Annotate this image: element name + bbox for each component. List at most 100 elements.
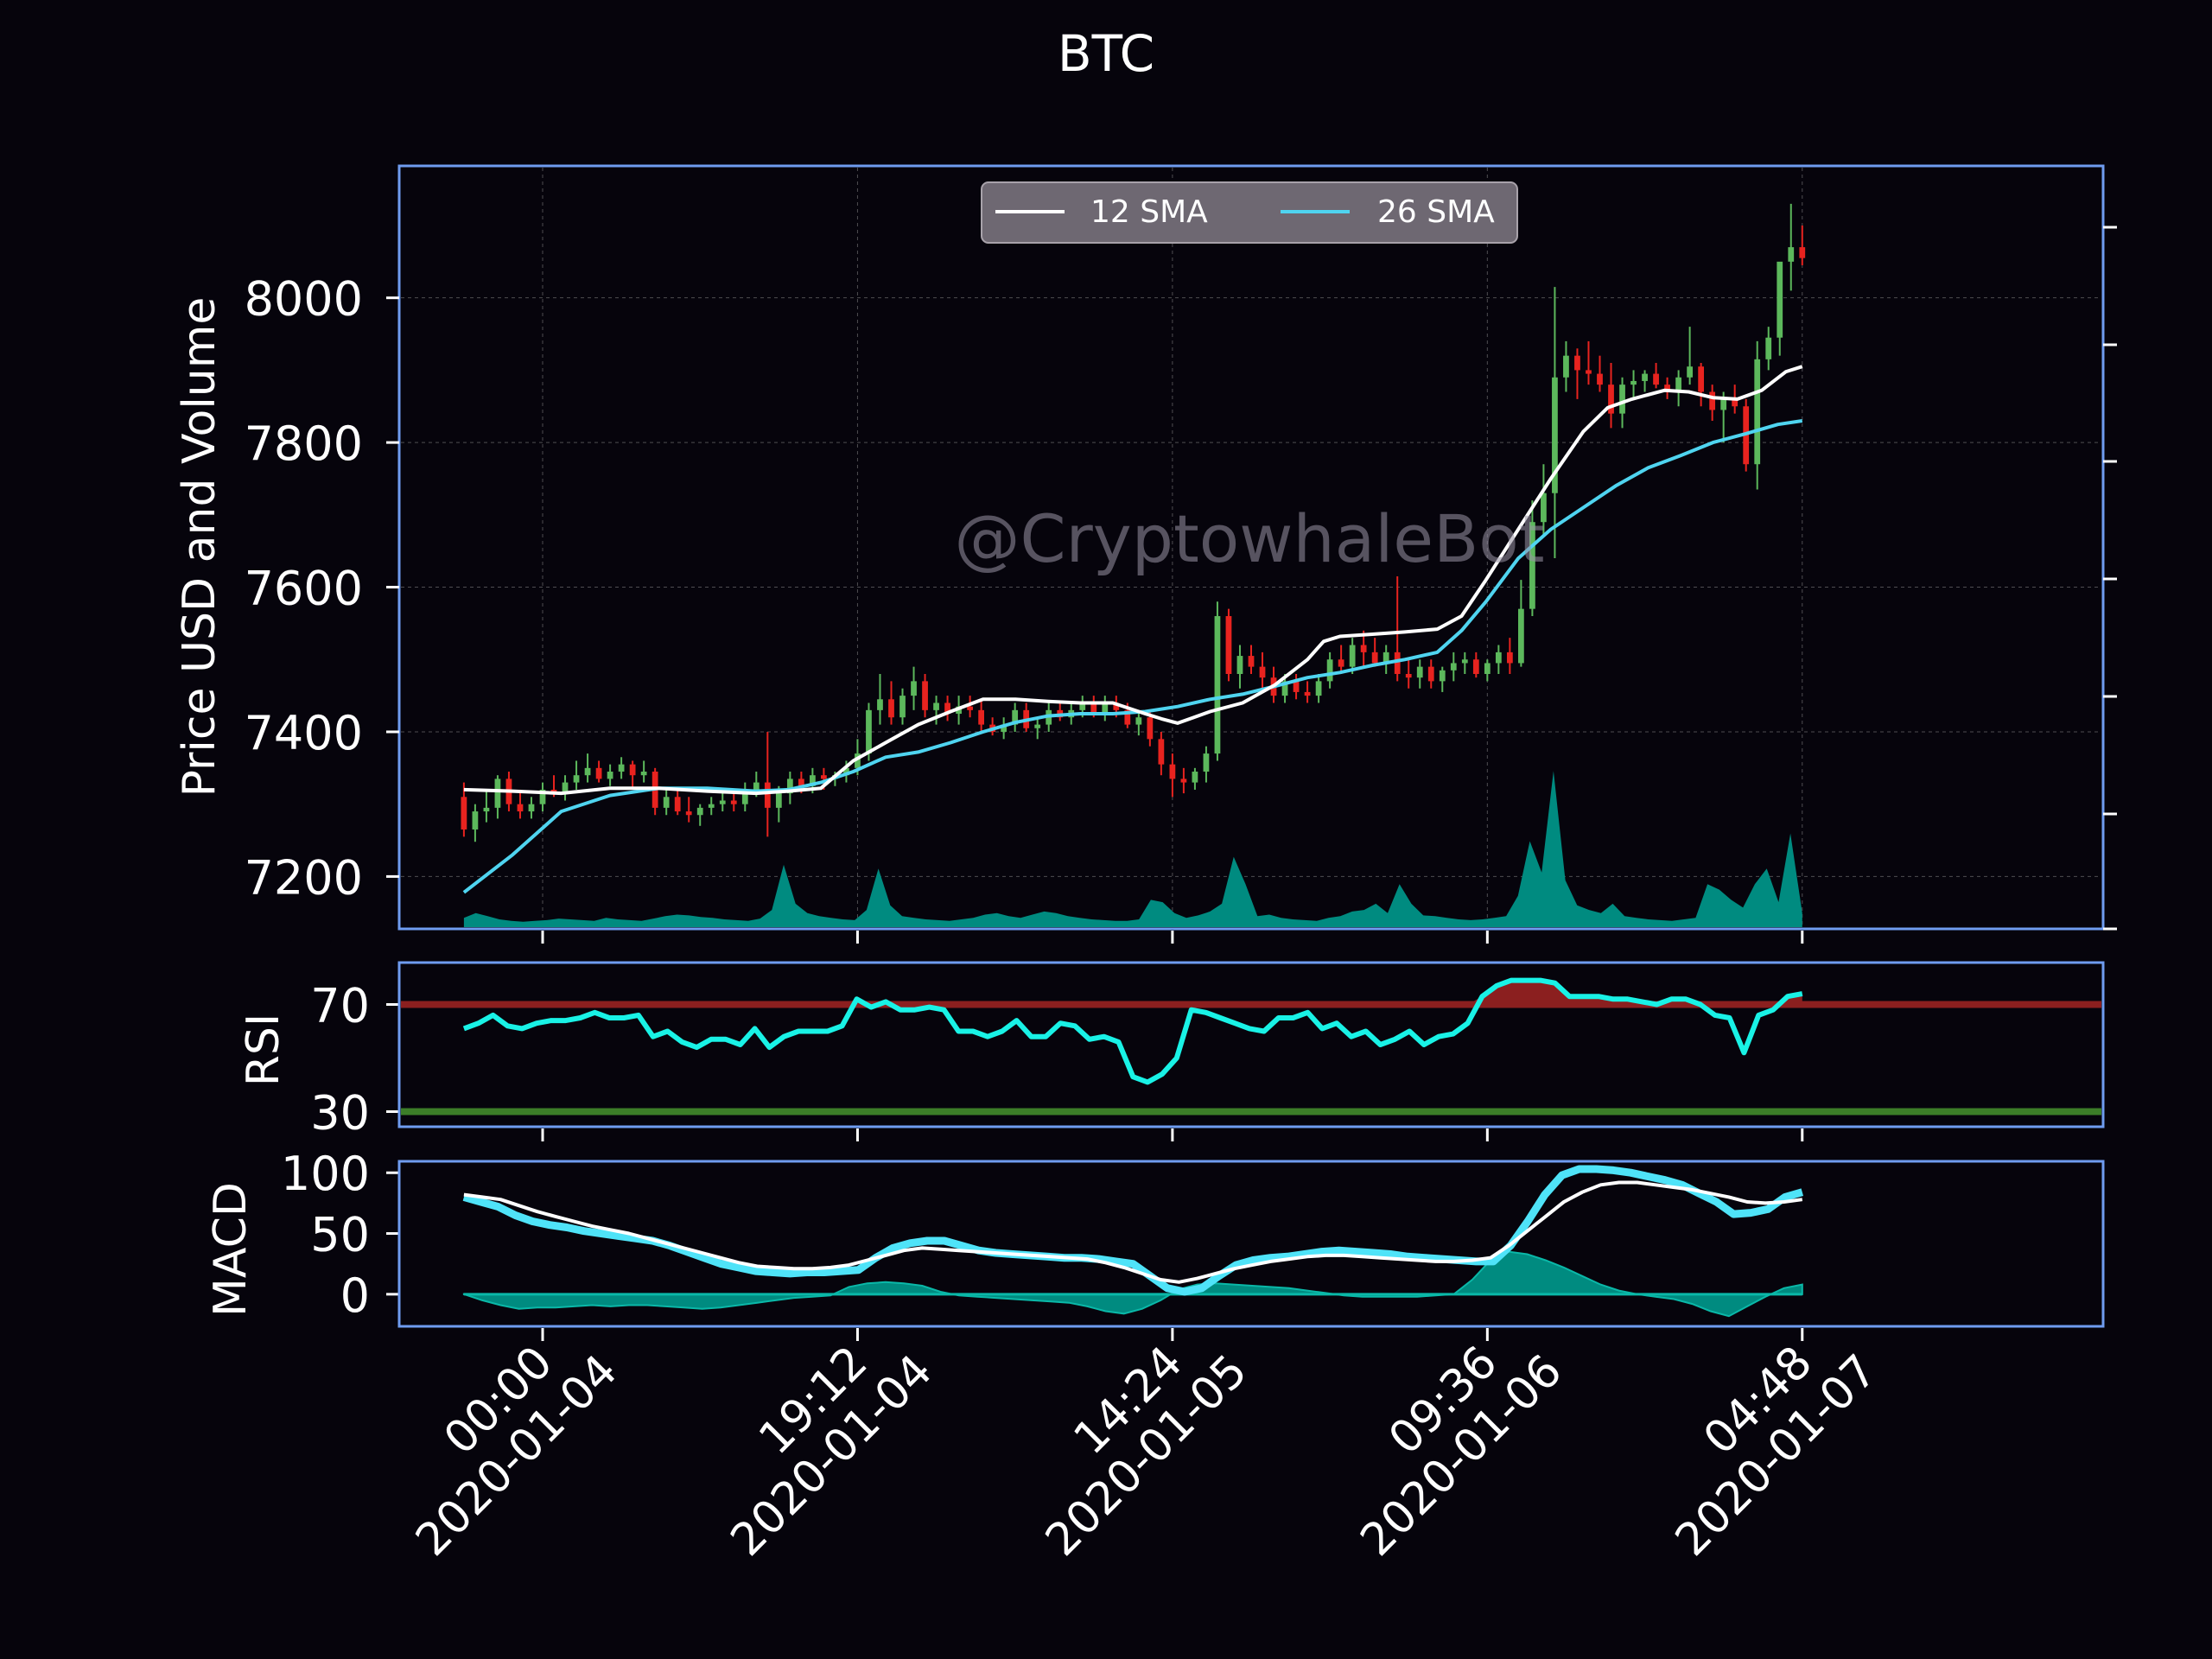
- candle-82: [1382, 645, 1389, 674]
- candle-25: [741, 782, 748, 812]
- candle-body-34: [843, 767, 849, 776]
- price-gridlines: [401, 168, 2101, 927]
- price-y-tick-label-4: 7800: [245, 416, 363, 471]
- candle-22: [708, 797, 715, 816]
- candle-20: [685, 797, 692, 823]
- candle-body-1: [472, 811, 479, 830]
- legend-label-sma12: 12 SMA: [1090, 194, 1208, 230]
- candle-body-58: [1113, 702, 1120, 710]
- candle-body-99: [1574, 355, 1580, 371]
- candle-0: [461, 782, 467, 837]
- candle-3: [494, 775, 501, 819]
- candle-body-111: [1709, 391, 1716, 410]
- candle-65: [1192, 767, 1198, 790]
- candle-body-98: [1563, 355, 1569, 378]
- candle-body-29: [786, 779, 793, 794]
- candle-body-30: [798, 779, 804, 786]
- candle-body-22: [708, 804, 715, 808]
- sma12-line: [463, 365, 1803, 796]
- candle-86: [1427, 659, 1434, 689]
- candle-38: [888, 681, 894, 725]
- candle-body-43: [944, 702, 950, 715]
- candle-78: [1338, 645, 1344, 674]
- rsi-panel: 70 30: [310, 977, 2101, 1141]
- candle-12: [595, 760, 602, 783]
- candle-body-13: [607, 772, 613, 779]
- candle-69: [1236, 645, 1243, 689]
- candle-body-84: [1405, 674, 1412, 678]
- candle-body-35: [855, 753, 861, 768]
- candle-body-55: [1079, 702, 1086, 710]
- candle-19: [674, 789, 681, 816]
- candle-body-15: [629, 764, 636, 776]
- candle-102: [1608, 363, 1614, 429]
- candle-body-61: [1147, 717, 1154, 740]
- watermark-text: @CryptowhaleBot: [954, 500, 1544, 577]
- candle-body-95: [1529, 522, 1535, 609]
- candle-body-115: [1754, 359, 1761, 465]
- candle-100: [1586, 340, 1592, 385]
- candle-77: [1326, 652, 1333, 689]
- candle-body-3: [494, 779, 501, 808]
- legend-box: [981, 181, 1518, 244]
- candle-body-68: [1225, 616, 1232, 674]
- candle-37: [877, 674, 883, 725]
- candle-body-75: [1304, 691, 1311, 696]
- candle-body-59: [1124, 709, 1131, 725]
- candle-body-107: [1664, 385, 1670, 392]
- candle-body-23: [719, 800, 726, 804]
- candle-119: [1799, 225, 1806, 266]
- rsi-y-axis-label: RSI: [238, 1014, 289, 1086]
- candle-body-88: [1450, 663, 1457, 671]
- candle-80: [1360, 630, 1367, 667]
- candle-91: [1484, 659, 1491, 682]
- candle-body-104: [1630, 380, 1637, 385]
- candle-body-100: [1586, 370, 1592, 374]
- candle-75: [1304, 681, 1311, 703]
- candle-body-37: [877, 699, 883, 710]
- candle-46: [978, 699, 985, 732]
- chart-title: BTC: [1058, 24, 1154, 83]
- candle-body-39: [899, 696, 906, 718]
- candle-body-12: [595, 767, 602, 779]
- candle-body-119: [1799, 247, 1806, 258]
- candle-body-87: [1439, 670, 1446, 682]
- candle-body-83: [1394, 652, 1401, 674]
- rsi-panel-frame: [397, 961, 2105, 1128]
- price-y-axis: 7200 7400 7600 8000 7800: [245, 226, 2117, 931]
- candle-110: [1698, 363, 1705, 407]
- candle-body-109: [1687, 366, 1694, 378]
- rsi-line: [462, 977, 1803, 1085]
- candle-98: [1563, 340, 1569, 392]
- candle-body-62: [1158, 739, 1165, 765]
- candle-body-77: [1326, 659, 1333, 682]
- macd-panel: 0 50 100: [281, 1147, 1804, 1323]
- candle-body-82: [1382, 652, 1389, 664]
- price-y-tick-label-2: 7600: [245, 562, 363, 616]
- candle-62: [1158, 731, 1165, 776]
- candle-body-71: [1259, 666, 1266, 678]
- candle-body-28: [775, 793, 782, 808]
- candle-body-94: [1517, 608, 1524, 664]
- candle-body-27: [764, 782, 771, 808]
- candle-body-106: [1653, 373, 1659, 385]
- candle-body-90: [1472, 659, 1479, 674]
- price-y-tick-label-0: 7200: [245, 850, 363, 905]
- candle-body-57: [1102, 702, 1109, 715]
- rsi-y-tick-label-1: 30: [310, 1086, 370, 1141]
- candle-body-11: [584, 767, 591, 776]
- candle-body-74: [1293, 681, 1300, 692]
- candle-body-97: [1552, 377, 1558, 493]
- price-y-tick-label-1: 7400: [245, 706, 363, 760]
- candle-body-10: [573, 775, 580, 783]
- macd-y-tick-label-1: 50: [310, 1208, 370, 1262]
- candle-71: [1259, 652, 1266, 689]
- price-candles: [461, 203, 1806, 842]
- candle-79: [1349, 638, 1356, 674]
- candle-body-56: [1090, 702, 1097, 715]
- price-y-tick-label-3: 8000: [245, 272, 363, 327]
- candle-14: [618, 757, 625, 779]
- macd-y-axis-label: MACD: [205, 1182, 257, 1317]
- candle-96: [1541, 464, 1547, 537]
